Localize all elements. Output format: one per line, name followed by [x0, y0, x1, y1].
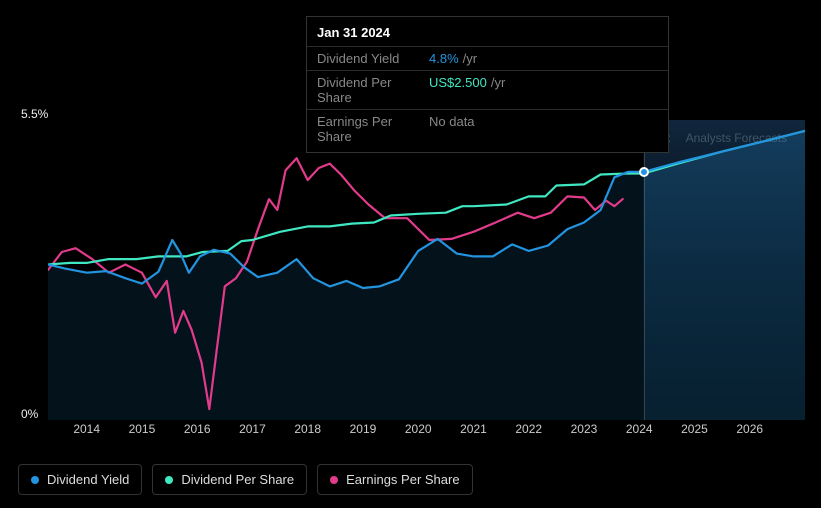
legend-item[interactable]: Dividend Yield [18, 464, 142, 495]
tooltip-row-unit: /yr [491, 75, 505, 105]
y-axis-min-label: 0% [21, 407, 38, 421]
tooltip-row-value: US$2.500 [429, 75, 487, 105]
hover-tooltip: Jan 31 2024 Dividend Yield4.8%/yrDividen… [306, 16, 669, 153]
legend-label: Dividend Yield [47, 472, 129, 487]
x-axis-tick: 2022 [515, 422, 542, 436]
legend-dot-icon [165, 476, 173, 484]
hover-marker-dot [639, 167, 649, 177]
tooltip-row-label: Dividend Yield [317, 51, 429, 66]
x-axis-tick: 2021 [460, 422, 487, 436]
legend: Dividend Yield Dividend Per Share Earnings… [18, 464, 473, 495]
x-axis-tick: 2026 [736, 422, 763, 436]
x-axis-tick: 2025 [681, 422, 708, 436]
x-axis: 2014 2015 2016 2017 2018 2019 2020 2021 2022 2023… [48, 422, 805, 442]
legend-label: Earnings Per Share [346, 472, 459, 487]
tooltip-row: Dividend Per ShareUS$2.500/yr [307, 70, 668, 109]
tooltip-row: Dividend Yield4.8% /yr [307, 46, 668, 70]
x-axis-tick: 2017 [239, 422, 266, 436]
tooltip-row-value: 4.8% [429, 51, 459, 66]
x-axis-tick: 2019 [350, 422, 377, 436]
tooltip-row-label: Earnings Per Share [317, 114, 429, 144]
plot-area[interactable] [48, 120, 805, 420]
x-axis-tick: 2023 [571, 422, 598, 436]
x-axis-tick: 2020 [405, 422, 432, 436]
tooltip-row: Earnings Per ShareNo data [307, 109, 668, 152]
tooltip-date: Jan 31 2024 [307, 17, 668, 46]
x-axis-tick: 2014 [73, 422, 100, 436]
tooltip-row-label: Dividend Per Share [317, 75, 429, 105]
x-axis-tick: 2018 [294, 422, 321, 436]
tooltip-row-value: No data [429, 114, 475, 144]
legend-dot-icon [31, 476, 39, 484]
x-axis-tick: 2015 [129, 422, 156, 436]
legend-item[interactable]: Earnings Per Share [317, 464, 472, 495]
legend-item[interactable]: Dividend Per Share [152, 464, 307, 495]
legend-label: Dividend Per Share [181, 472, 294, 487]
hover-vertical-line [644, 120, 645, 420]
tooltip-row-unit: /yr [463, 51, 477, 66]
legend-dot-icon [330, 476, 338, 484]
x-axis-tick: 2024 [626, 422, 653, 436]
x-axis-tick: 2016 [184, 422, 211, 436]
y-axis-max-label: 5.5% [21, 107, 48, 121]
